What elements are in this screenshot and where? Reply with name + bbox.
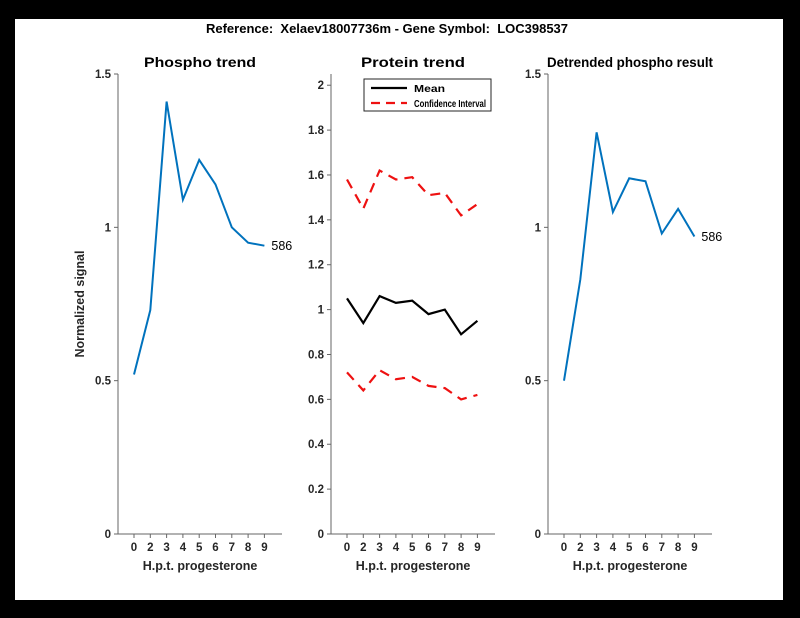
x-tick-label: 4	[610, 542, 617, 554]
legend-label-mean: Mean	[414, 83, 445, 95]
mean-line	[346, 294, 479, 336]
axis-spines	[547, 74, 712, 535]
y-tick-label: 1	[318, 305, 325, 317]
y-tick-label: 0.4	[308, 439, 325, 451]
x-tick-label: 8	[245, 542, 252, 554]
x-tick-label: 6	[642, 542, 648, 554]
legend-label-confidence-interval: Confidence Interval	[414, 98, 486, 110]
legend-box	[363, 78, 492, 112]
y-tick-label: 0.8	[308, 349, 325, 361]
x-tick-label: 0	[131, 542, 137, 554]
x-tick-label: 3	[593, 542, 599, 554]
endpoint-label: 586	[271, 239, 292, 253]
x-tick-label: 9	[474, 542, 480, 554]
y-tick-label: 1.5	[95, 69, 112, 81]
x-tick-label: 5	[626, 542, 633, 554]
x-tick-label: 7	[229, 542, 235, 554]
detrended-phospho-line	[563, 132, 696, 381]
y-tick-label: 1.6	[308, 170, 324, 182]
x-tick-label: 4	[393, 542, 400, 554]
endpoint-label: 586	[701, 230, 722, 244]
x-tick-label: 3	[163, 542, 169, 554]
subplot-title: Protein trend	[361, 54, 465, 70]
y-tick-label: 1	[105, 222, 112, 234]
x-tick-label: 0	[561, 542, 567, 554]
x-tick-label: 8	[458, 542, 465, 554]
y-tick-label: 0	[535, 529, 541, 541]
confidence-interval-upper-line	[346, 168, 479, 217]
x-tick-label: 2	[360, 542, 366, 554]
x-tick-label: 4	[180, 542, 187, 554]
x-tick-label: 3	[376, 542, 382, 554]
subplot-protein-trend: 00.20.40.60.811.21.41.61.820 2 3 4 5 6 7 8 9H.p.…	[308, 54, 495, 573]
legend: Mean Confidence Interval	[363, 78, 492, 112]
subplot-detrended-phospho-result: 00.511.50 2 3 4 5 6 7 8 9H.p.t. progesteroneDetr…	[525, 54, 722, 573]
phospho-signal-line	[133, 101, 265, 375]
y-tick-label: 1	[535, 222, 542, 234]
y-tick-label: 2	[318, 80, 324, 92]
x-tick-label: 5	[409, 542, 416, 554]
x-axis-label: H.p.t. progesterone	[573, 559, 688, 573]
x-tick-label: 5	[196, 542, 203, 554]
x-axis-label: H.p.t. progesterone	[143, 559, 258, 573]
subplots-svg: 00.511.50 2 3 4 5 6 7 8 9H.p.t. progesteroneNorm…	[73, 54, 722, 573]
subplot-title: Phospho trend	[144, 54, 256, 70]
y-tick-label: 0	[318, 529, 324, 541]
x-tick-label: 6	[425, 542, 431, 554]
figure-title: Reference: Xelaev18007736m - Gene Symbol…	[205, 21, 569, 36]
confidence-interval-lower-line	[346, 368, 478, 401]
x-tick-label: 8	[675, 542, 682, 554]
x-tick-label: 2	[147, 542, 153, 554]
x-tick-label: 0	[344, 542, 350, 554]
y-tick-label: 0.5	[525, 376, 542, 388]
x-tick-label: 6	[212, 542, 218, 554]
subplot-phospho-trend: 00.511.50 2 3 4 5 6 7 8 9H.p.t. progesteroneNorm…	[73, 54, 292, 573]
figure-canvas: Reference: Xelaev18007736m - Gene Symbol…	[15, 19, 783, 600]
y-tick-label: 1.2	[308, 260, 324, 272]
x-axis-label: H.p.t. progesterone	[356, 559, 471, 573]
x-tick-label: 7	[659, 542, 665, 554]
subplot-title: Detrended phospho result	[547, 54, 713, 70]
axis-spines	[117, 74, 282, 535]
x-tick-label: 7	[442, 542, 448, 554]
x-tick-label: 2	[577, 542, 583, 554]
y-tick-label: 0.2	[308, 484, 324, 496]
axis-spines	[330, 74, 495, 535]
x-tick-label: 9	[261, 542, 267, 554]
y-tick-label: 1.4	[308, 215, 325, 227]
y-tick-label: 0.6	[308, 394, 324, 406]
y-tick-label: 1.5	[525, 69, 542, 81]
y-tick-label: 0.5	[95, 376, 112, 388]
x-tick-label: 9	[691, 542, 697, 554]
y-tick-label: 0	[105, 529, 111, 541]
y-tick-label: 1.8	[308, 125, 325, 137]
y-axis-label: Normalized signal	[73, 251, 87, 358]
